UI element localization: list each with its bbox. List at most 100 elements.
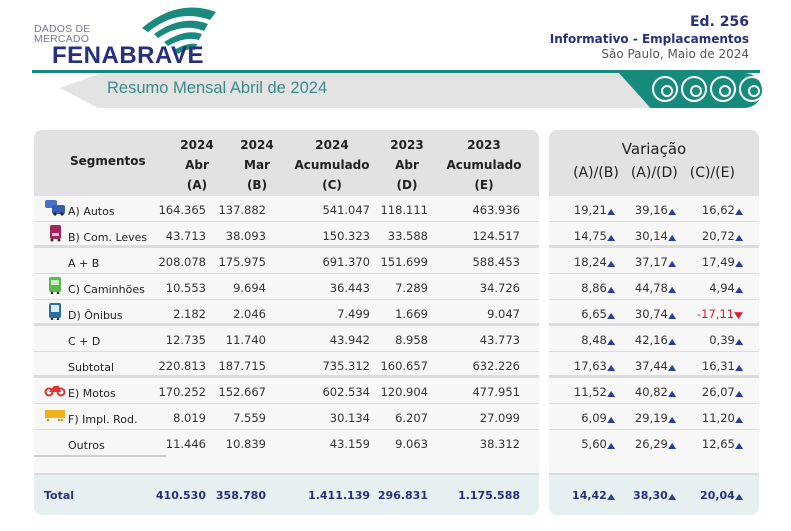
table-row: C) Caminhões 10.553 9.694 36.443 7.289 34.726 bbox=[34, 274, 539, 300]
logo-brand: FENABRAVE bbox=[52, 42, 205, 69]
variation-columns: (A)/(B) (A)/(D) (C)/(E) bbox=[549, 165, 759, 181]
var-col-ce: (C)/(E) bbox=[689, 165, 735, 181]
header-info: Ed. 256 Informativo - Emplacamentos São … bbox=[550, 14, 749, 61]
variation-cell: 37,44 bbox=[635, 359, 675, 373]
value-cell: 735.312 bbox=[322, 359, 370, 373]
title-banner: Resumo Mensal Abril de 2024 bbox=[32, 70, 765, 108]
variation-cell: 39,16 bbox=[635, 203, 675, 217]
value-cell: 175.975 bbox=[218, 255, 266, 269]
variation-cell: 5,60 bbox=[581, 437, 614, 451]
value-cell: 9.063 bbox=[395, 437, 428, 451]
value-cell: 11.446 bbox=[165, 437, 206, 451]
total-var-cell: 20,04 bbox=[700, 489, 742, 502]
banner-divider bbox=[32, 70, 760, 73]
variation-row: 18,24 37,17 17,49 bbox=[549, 248, 759, 274]
variation-cell: 6,09 bbox=[581, 411, 614, 425]
variation-cell: 8,86 bbox=[581, 281, 614, 295]
variation-cell: 18,24 bbox=[574, 255, 614, 269]
variation-cell: 42,16 bbox=[635, 333, 675, 347]
total-variation-row: 14,42 38,30 20,04 bbox=[549, 473, 759, 515]
value-cell: 150.323 bbox=[322, 229, 370, 243]
variation-cell: 6,65 bbox=[581, 307, 614, 321]
value-cell: 38.093 bbox=[225, 229, 266, 243]
total-cell: 296.831 bbox=[377, 489, 428, 502]
table-row: A + B 208.078 175.975 691.370 151.699 588.453 bbox=[34, 248, 539, 274]
table-row: A) Autos 164.365 137.882 541.047 118.111 463.… bbox=[34, 196, 539, 222]
value-cell: 152.667 bbox=[218, 385, 266, 399]
wheel-icon bbox=[710, 76, 736, 102]
table-row: D) Ônibus 2.182 2.046 7.499 1.669 9.047 bbox=[34, 300, 539, 326]
variation-row: 19,21 39,16 16,62 bbox=[549, 196, 759, 222]
col-header-e: 2023 Acumulado (E) bbox=[446, 138, 522, 192]
cars-icon bbox=[44, 198, 66, 216]
value-cell: 43.713 bbox=[165, 229, 206, 243]
value-cell: 602.534 bbox=[322, 385, 370, 399]
value-cell: 30.134 bbox=[329, 411, 370, 425]
variation-cell: 44,78 bbox=[635, 281, 675, 295]
table-row: Subtotal 220.813 187.715 735.312 160.657 632.… bbox=[34, 352, 539, 378]
value-cell: 691.370 bbox=[322, 255, 370, 269]
segments-table: Segmentos 2024 Abr (A) 2024 Mar (B) 2024 Acum… bbox=[34, 130, 539, 515]
variation-row: 6,65 30,74 -17,11 bbox=[549, 300, 759, 326]
city-date: São Paulo, Maio de 2024 bbox=[601, 47, 749, 61]
wheel-icon bbox=[681, 76, 707, 102]
variation-header: Variação (A)/(B) (A)/(D) (C)/(E) bbox=[549, 130, 759, 196]
value-cell: 120.904 bbox=[380, 385, 428, 399]
var-col-ad: (A)/(D) bbox=[630, 165, 678, 181]
col-header-b: 2024 Mar (B) bbox=[240, 138, 274, 192]
variation-cell: 16,62 bbox=[702, 203, 742, 217]
total-var-cell: 38,30 bbox=[633, 489, 675, 502]
value-cell: 7.559 bbox=[233, 411, 266, 425]
total-cell: 1.411.139 bbox=[308, 489, 370, 502]
banner-gray-band bbox=[32, 73, 692, 108]
variation-cell: 11,20 bbox=[702, 411, 742, 425]
variation-title: Variação bbox=[621, 140, 687, 158]
value-cell: 208.078 bbox=[158, 255, 206, 269]
variation-cell: 40,82 bbox=[635, 385, 675, 399]
segment-label: Outros bbox=[68, 439, 105, 452]
col-header-a: 2024 Abr (A) bbox=[180, 138, 214, 192]
value-cell: 43.159 bbox=[329, 437, 370, 451]
value-cell: 160.657 bbox=[380, 359, 428, 373]
variation-cell: 20,72 bbox=[702, 229, 742, 243]
wheels-decoration bbox=[652, 76, 765, 102]
col-header-c: 2024 Acumulado (C) bbox=[294, 138, 370, 192]
value-cell: 477.951 bbox=[472, 385, 520, 399]
variation-cell: -17,11 bbox=[697, 307, 742, 321]
variation-cell: 0,39 bbox=[709, 333, 742, 347]
variation-row: 6,09 29,19 11,20 bbox=[549, 404, 759, 430]
variation-cell: 26,07 bbox=[702, 385, 742, 399]
table-row: C + D 12.735 11.740 43.942 8.958 43.773 bbox=[34, 326, 539, 352]
variation-cell: 16,31 bbox=[702, 359, 742, 373]
value-cell: 38.312 bbox=[479, 437, 520, 451]
value-cell: 27.099 bbox=[479, 411, 520, 425]
value-cell: 11.740 bbox=[225, 333, 266, 347]
value-cell: 8.019 bbox=[173, 411, 206, 425]
variation-cell: 19,21 bbox=[574, 203, 614, 217]
report-subtitle: Informativo - Emplacamentos bbox=[549, 32, 749, 46]
variation-cell: 11,52 bbox=[574, 385, 614, 399]
variation-row: 5,60 26,29 12,65 bbox=[549, 430, 759, 456]
total-row: Total 410.530 358.780 1.411.139 296.831 … bbox=[34, 473, 539, 515]
value-cell: 1.669 bbox=[395, 307, 428, 321]
value-cell: 632.226 bbox=[472, 359, 520, 373]
value-cell: 12.735 bbox=[165, 333, 206, 347]
variation-cell: 12,65 bbox=[702, 437, 742, 451]
value-cell: 170.252 bbox=[158, 385, 206, 399]
table-row: Outros 11.446 10.839 43.159 9.063 38.312 bbox=[34, 430, 539, 457]
bus-icon bbox=[44, 302, 66, 321]
fenabrave-logo: DADOS DE MERCADO FENABRAVE bbox=[30, 4, 230, 69]
total-cell: 358.780 bbox=[215, 489, 266, 502]
col-header-d: 2023 Abr (D) bbox=[390, 138, 424, 192]
value-cell: 220.813 bbox=[158, 359, 206, 373]
variation-row: 11,52 40,82 26,07 bbox=[549, 378, 759, 404]
value-cell: 187.715 bbox=[218, 359, 266, 373]
total-var-cell: 14,42 bbox=[572, 489, 614, 502]
value-cell: 463.936 bbox=[472, 203, 520, 217]
value-cell: 10.839 bbox=[225, 437, 266, 451]
variation-cell: 8,48 bbox=[581, 333, 614, 347]
value-cell: 2.182 bbox=[173, 307, 206, 321]
value-cell: 6.207 bbox=[395, 411, 428, 425]
variation-cell: 4,94 bbox=[709, 281, 742, 295]
value-cell: 9.694 bbox=[233, 281, 266, 295]
